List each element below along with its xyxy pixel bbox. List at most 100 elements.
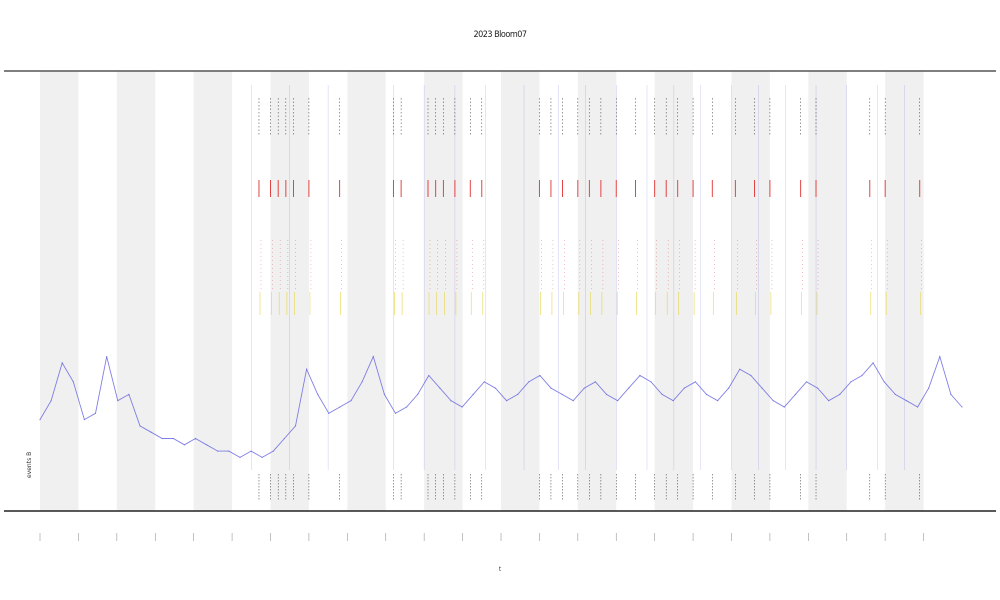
- series-point-0-82: [950, 393, 952, 395]
- series-point-0-58: [683, 387, 685, 389]
- series-point-0-4: [83, 419, 85, 421]
- shaded-band-1: [116, 71, 156, 511]
- series-point-0-44: [528, 381, 530, 383]
- series-point-0-24: [306, 368, 308, 370]
- series-point-0-67: [783, 406, 785, 408]
- chart-title: 2023 Bloom07: [473, 30, 527, 40]
- series-point-0-70: [817, 387, 819, 389]
- series-point-0-23: [294, 425, 297, 427]
- series-point-0-72: [839, 393, 841, 395]
- shaded-band-0: [40, 71, 79, 511]
- series-point-0-27: [339, 406, 341, 408]
- shaded-band-10: [808, 71, 847, 511]
- series-point-0-7: [117, 400, 119, 402]
- series-point-0-41: [494, 387, 496, 389]
- series-point-0-11: [161, 437, 163, 440]
- series-point-0-73: [850, 381, 852, 383]
- series-point-0-34: [417, 393, 419, 395]
- series-point-0-47: [561, 393, 563, 395]
- series-point-0-64: [750, 374, 752, 377]
- series-point-0-42: [506, 400, 508, 402]
- series-point-0-83: [961, 406, 963, 408]
- series-point-0-22: [283, 437, 285, 440]
- series-point-0-45: [539, 374, 541, 377]
- series-point-0-63: [739, 368, 741, 370]
- shaded-band-5: [424, 71, 463, 511]
- series-point-0-81: [939, 356, 941, 358]
- series-point-0-62: [728, 387, 730, 389]
- shaded-band-11: [885, 71, 924, 511]
- shaded-band-9: [731, 71, 770, 511]
- shaded-band-4: [347, 71, 386, 511]
- series-point-0-46: [550, 387, 552, 389]
- series-point-0-12: [172, 437, 174, 440]
- series-point-0-39: [472, 393, 474, 395]
- series-point-0-14: [194, 437, 197, 440]
- shaded-band-2: [193, 71, 233, 511]
- x-axis-label: t: [498, 566, 502, 573]
- series-point-0-6: [106, 356, 108, 358]
- series-point-0-66: [772, 400, 774, 402]
- series-point-0-15: [206, 444, 208, 446]
- series-point-0-52: [617, 400, 619, 402]
- series-point-0-55: [650, 381, 652, 383]
- series-point-0-20: [261, 456, 263, 458]
- series-point-0-29: [361, 381, 363, 383]
- series-point-0-65: [761, 387, 763, 389]
- series-point-0-68: [794, 393, 797, 395]
- series-point-0-77: [894, 393, 896, 395]
- shaded-band-7: [577, 71, 617, 511]
- series-point-0-56: [661, 393, 663, 395]
- series-point-0-43: [517, 393, 519, 395]
- series-point-0-71: [828, 400, 830, 402]
- series-point-0-1: [50, 400, 52, 402]
- series-point-0-78: [905, 400, 908, 402]
- series-point-0-37: [450, 400, 452, 402]
- series-point-0-74: [861, 374, 863, 377]
- series-point-0-18: [239, 456, 241, 458]
- series-point-0-61: [717, 400, 719, 402]
- series-point-0-32: [394, 412, 397, 414]
- series-point-0-26: [328, 412, 330, 414]
- series-point-0-13: [183, 444, 185, 446]
- series-point-0-16: [217, 450, 219, 452]
- series-point-0-50: [594, 381, 597, 383]
- series-point-0-19: [250, 450, 252, 452]
- series-point-0-21: [272, 450, 274, 452]
- series-point-0-40: [483, 381, 485, 383]
- series-point-0-35: [428, 374, 430, 377]
- series-point-0-54: [639, 374, 641, 377]
- inset-label: events B: [26, 451, 33, 478]
- series-point-0-48: [572, 400, 574, 402]
- shaded-band-6: [501, 71, 540, 511]
- series-point-0-31: [383, 393, 385, 395]
- series-point-0-17: [228, 450, 230, 452]
- series-point-0-53: [628, 387, 630, 389]
- series-point-0-51: [605, 393, 608, 395]
- shaded-band-3: [270, 71, 309, 511]
- series-point-0-69: [805, 381, 808, 383]
- series-point-0-79: [917, 406, 919, 408]
- series-point-0-28: [350, 400, 352, 402]
- series-point-0-75: [872, 362, 874, 364]
- series-point-0-5: [94, 412, 97, 414]
- series-point-0-80: [928, 387, 930, 389]
- shaded-band-8: [654, 71, 694, 511]
- series-point-0-57: [672, 400, 674, 402]
- series-point-0-2: [61, 362, 63, 364]
- series-point-0-33: [406, 406, 408, 408]
- series-line-0: [39, 355, 963, 458]
- series-point-0-36: [439, 387, 441, 389]
- series-point-0-60: [705, 393, 708, 395]
- series-point-0-49: [583, 387, 585, 389]
- series-point-0-10: [150, 431, 152, 433]
- series-point-0-25: [317, 393, 319, 395]
- series-point-0-30: [372, 356, 374, 358]
- series-point-0-3: [72, 381, 74, 383]
- series-point-0-8: [128, 393, 130, 395]
- series-point-0-38: [461, 406, 463, 408]
- series-point-0-0: [39, 419, 41, 421]
- series-point-0-59: [694, 381, 697, 383]
